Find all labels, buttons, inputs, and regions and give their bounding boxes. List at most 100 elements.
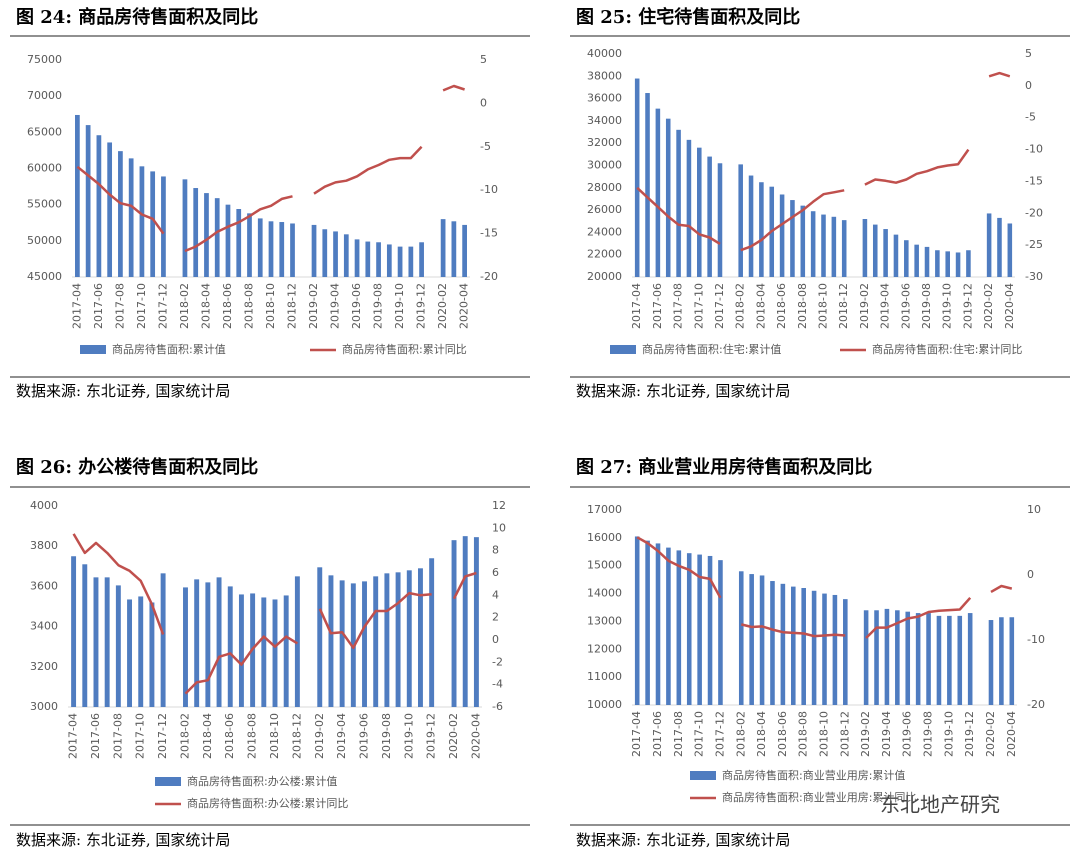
- y-tick-label: 3800: [30, 539, 58, 552]
- y2-tick-label: -20: [480, 270, 498, 283]
- bar: [339, 580, 345, 707]
- x-tick-label: 2019-08: [920, 283, 933, 329]
- x-tick-label: 2017-10: [134, 713, 147, 759]
- x-tick-label: 2017-08: [672, 711, 685, 757]
- y-tick-label: 60000: [27, 162, 62, 175]
- bar: [905, 611, 911, 705]
- bar: [676, 550, 682, 705]
- bar: [915, 613, 921, 705]
- bar: [406, 570, 412, 707]
- y2-tick-label: 10: [1027, 503, 1041, 516]
- bar: [182, 179, 188, 277]
- bar: [863, 610, 869, 705]
- y2-tick-label: 5: [480, 53, 487, 66]
- bar: [666, 547, 671, 705]
- bar: [75, 114, 80, 278]
- bar: [759, 182, 764, 277]
- x-tick-label: 2018-12: [290, 713, 303, 759]
- y-tick-label: 36000: [587, 92, 622, 105]
- x-tick-label: 2019-12: [415, 283, 428, 329]
- bar: [832, 594, 838, 705]
- x-tick-label: 2019-10: [402, 713, 415, 759]
- x-tick-label: 2019-06: [358, 713, 371, 759]
- bar: [914, 244, 919, 277]
- bar: [376, 242, 381, 277]
- x-tick-label: 2018-06: [775, 283, 788, 329]
- bar: [935, 250, 940, 277]
- bar: [138, 596, 144, 707]
- x-tick-label: 2018-10: [268, 713, 281, 759]
- bar: [149, 602, 155, 707]
- x-tick-label: 2019-10: [393, 283, 406, 329]
- y2-tick-label: -25: [1025, 238, 1043, 251]
- legend-swatch: [610, 345, 636, 354]
- bar: [841, 220, 847, 277]
- x-tick-label: 2019-04: [329, 283, 342, 329]
- bar: [227, 586, 233, 707]
- x-tick-label: 2018-06: [223, 713, 236, 759]
- y-tick-label: 70000: [27, 89, 62, 102]
- x-tick-label: 2018-10: [818, 711, 831, 757]
- x-tick-label: 2020-02: [982, 283, 995, 329]
- bar: [261, 597, 267, 707]
- bar: [216, 577, 222, 707]
- bar: [926, 613, 931, 705]
- y-tick-label: 4000: [30, 499, 58, 512]
- bar: [665, 118, 671, 277]
- bar: [373, 576, 379, 707]
- bar: [821, 214, 826, 277]
- bar: [893, 234, 899, 277]
- y2-tick-label: -6: [492, 700, 503, 713]
- x-tick-label: 2017-12: [156, 713, 169, 759]
- bar: [884, 608, 890, 705]
- bar: [811, 590, 817, 705]
- bar: [810, 211, 816, 277]
- bar: [738, 164, 743, 277]
- x-tick-label: 2018-12: [286, 283, 299, 329]
- bar: [429, 558, 435, 707]
- x-tick-label: 2018-10: [264, 283, 277, 329]
- y-tick-label: 22000: [587, 248, 622, 261]
- bar: [365, 241, 371, 277]
- bar: [924, 246, 930, 277]
- bar: [194, 579, 200, 707]
- bar: [397, 246, 403, 277]
- y2-tick-label: -4: [492, 678, 503, 691]
- y2-tick-label: -10: [480, 183, 498, 196]
- bar: [139, 166, 145, 277]
- bar: [822, 593, 827, 705]
- y-tick-label: 75000: [27, 53, 62, 66]
- x-tick-label: 2019-06: [899, 283, 912, 329]
- bar: [717, 163, 723, 277]
- bar: [343, 234, 349, 277]
- bar: [127, 599, 133, 707]
- y-tick-label: 16000: [587, 531, 622, 544]
- x-tick-label: 2018-04: [201, 713, 214, 759]
- x-tick-label: 2020-02: [447, 713, 460, 759]
- bar: [749, 574, 754, 705]
- x-tick-label: 2017-04: [630, 283, 643, 329]
- x-tick-label: 2018-10: [817, 283, 830, 329]
- bar: [780, 583, 786, 705]
- x-tick-label: 2018-08: [797, 711, 810, 757]
- bar: [790, 586, 796, 705]
- y-tick-label: 45000: [27, 270, 62, 283]
- source-note: 数据来源: 东北证券, 国家统计局: [16, 382, 230, 400]
- y2-tick-label: 0: [492, 633, 499, 646]
- bar: [936, 615, 942, 705]
- bar: [748, 175, 754, 277]
- bar: [183, 587, 188, 707]
- y2-tick-label: 0: [1027, 568, 1034, 581]
- y-tick-label: 55000: [27, 198, 62, 211]
- x-tick-label: 2020-04: [1003, 283, 1016, 329]
- bar: [686, 553, 692, 705]
- y-tick-label: 10000: [587, 698, 622, 711]
- bar: [204, 193, 209, 277]
- y2-tick-label: -15: [1025, 174, 1043, 187]
- x-tick-label: 2019-02: [859, 711, 872, 757]
- bar: [707, 156, 712, 277]
- bar: [655, 108, 661, 277]
- bar: [247, 213, 252, 277]
- bar: [462, 536, 468, 707]
